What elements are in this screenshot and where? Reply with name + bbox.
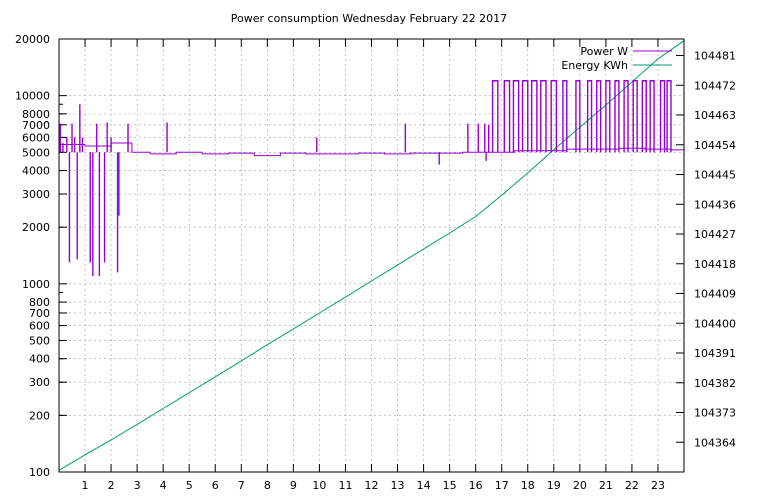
x-tick-label: 18 xyxy=(521,479,535,492)
x-axis: 1 2 3 4 5 6 7 8 9 10 11 12 13 14 15 16 17 18 19 20 21 22 23 xyxy=(82,39,665,492)
x-tick-label: 7 xyxy=(238,479,245,492)
right-tick-label: 104391 xyxy=(694,347,736,360)
left-tick-label: 2000 xyxy=(22,221,50,234)
right-tick-label: 104463 xyxy=(694,109,736,122)
right-tick-label: 104436 xyxy=(694,198,736,211)
left-tick-label: 20000 xyxy=(15,33,50,46)
right-tick-label: 104427 xyxy=(694,228,736,241)
x-tick-label: 6 xyxy=(212,479,219,492)
x-tick-label: 20 xyxy=(573,479,587,492)
x-tick-label: 8 xyxy=(264,479,271,492)
power-pulse xyxy=(605,80,611,153)
x-tick-label: 9 xyxy=(290,479,297,492)
left-tick-label: 5000 xyxy=(22,146,50,159)
x-tick-label: 21 xyxy=(599,479,613,492)
power-pulse xyxy=(614,80,620,153)
right-tick-label: 104409 xyxy=(694,288,736,301)
x-tick-label: 4 xyxy=(160,479,167,492)
right-tick-label: 104382 xyxy=(694,377,736,390)
left-tick-label: 10000 xyxy=(15,90,50,103)
left-tick-label: 700 xyxy=(29,307,50,320)
power-pulse xyxy=(659,80,666,153)
x-tick-label: 13 xyxy=(391,479,405,492)
left-tick-label: 300 xyxy=(29,376,50,389)
left-tick-label: 7000 xyxy=(22,119,50,132)
left-tick-label: 200 xyxy=(29,409,50,422)
left-tick-label: 8000 xyxy=(22,108,50,121)
power-pulse xyxy=(540,80,547,153)
x-tick-label: 23 xyxy=(651,479,665,492)
power-pulse xyxy=(575,80,581,153)
power-pulse xyxy=(649,80,655,153)
left-tick-label: 1000 xyxy=(22,278,50,291)
legend-label-energy: Energy KWh xyxy=(561,59,628,72)
left-tick-label: 500 xyxy=(29,334,50,347)
power-pulse xyxy=(596,80,602,153)
right-tick-label: 104481 xyxy=(694,50,736,63)
right-tick-label: 104454 xyxy=(694,139,736,152)
right-tick-label: 104418 xyxy=(694,258,736,271)
x-tick-label: 22 xyxy=(625,479,639,492)
x-tick-label: 17 xyxy=(495,479,509,492)
x-tick-label: 5 xyxy=(186,479,193,492)
legend: Power W Energy KWh xyxy=(561,45,672,72)
left-tick-label: 600 xyxy=(29,320,50,333)
left-tick-label: 3000 xyxy=(22,188,50,201)
right-tick-label: 104373 xyxy=(694,407,736,420)
right-tick-label: 104364 xyxy=(694,436,736,449)
power-pulse xyxy=(586,80,593,153)
x-tick-label: 1 xyxy=(82,479,89,492)
power-pulse xyxy=(530,80,538,153)
legend-label-power: Power W xyxy=(580,45,628,58)
power-pulse xyxy=(562,80,568,153)
x-tick-label: 2 xyxy=(108,479,115,492)
x-tick-label: 14 xyxy=(417,479,431,492)
x-tick-label: 16 xyxy=(469,479,483,492)
left-tick-label: 400 xyxy=(29,353,50,366)
power-pulse xyxy=(641,80,647,153)
power-pulse xyxy=(623,80,629,153)
x-tick-label: 15 xyxy=(443,479,457,492)
x-tick-label: 10 xyxy=(312,479,326,492)
x-tick-label: 3 xyxy=(134,479,141,492)
power-pulse xyxy=(521,80,529,153)
right-axis: 104364 104373 104382 104391 104400 104409 1044… xyxy=(676,50,736,449)
x-tick-label: 19 xyxy=(547,479,561,492)
plot-frame xyxy=(58,38,685,473)
power-pulse xyxy=(550,80,558,153)
left-tick-label: 4000 xyxy=(22,165,50,178)
power-pulse xyxy=(503,80,511,153)
left-tick-label: 800 xyxy=(29,296,50,309)
chart-title: Power consumption Wednesday February 22 … xyxy=(231,12,507,25)
power-series xyxy=(59,80,685,277)
power-pulse xyxy=(632,80,638,153)
x-tick-label: 11 xyxy=(338,479,352,492)
x-tick-label: 12 xyxy=(365,479,379,492)
power-pulse xyxy=(666,80,672,153)
right-tick-label: 104400 xyxy=(694,317,736,330)
right-tick-label: 104445 xyxy=(694,169,736,182)
left-tick-label: 6000 xyxy=(22,131,50,144)
grid-lines xyxy=(59,39,684,472)
right-tick-label: 104472 xyxy=(694,79,736,92)
power-pulse xyxy=(512,80,520,153)
left-tick-label: 100 xyxy=(29,466,50,479)
power-pulse xyxy=(491,80,499,153)
